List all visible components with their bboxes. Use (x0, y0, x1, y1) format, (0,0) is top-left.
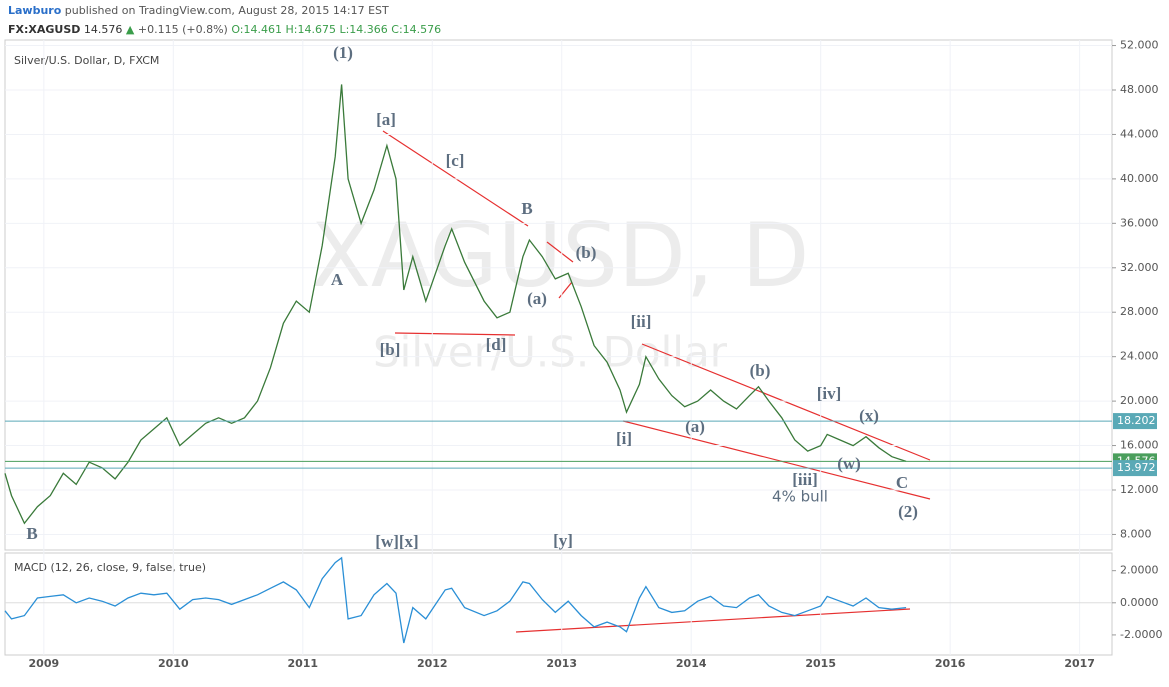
wave-label: B (26, 524, 37, 543)
price-tag (1113, 413, 1157, 430)
watermark: XAGUSD, D (311, 204, 810, 307)
y-tick-label: 48.000 (1120, 83, 1159, 96)
wave-label: [y] (553, 531, 573, 550)
y-tick-label: 24.000 (1120, 350, 1159, 363)
wave-label: [w][x] (375, 532, 418, 551)
wave-label: [ii] (631, 312, 652, 331)
wave-label: (b) (750, 361, 771, 380)
wave-label: [i] (616, 429, 632, 448)
y-tick-label: 36.000 (1120, 216, 1159, 229)
wave-label: (w) (837, 454, 861, 473)
change: +0.115 (+0.8%) (138, 23, 228, 36)
published: published on TradingView.com, August 28,… (65, 4, 389, 17)
low: L:14.366 (339, 23, 387, 36)
wave-label: (a) (527, 289, 547, 308)
wave-label: C (896, 473, 908, 492)
price-tag-label: 18.202 (1117, 414, 1156, 427)
wave-label: [c] (446, 151, 465, 170)
trend-line (622, 420, 931, 500)
y-tick-label: 44.000 (1120, 127, 1159, 140)
price-tag (1113, 460, 1157, 477)
watermark-sub: Silver/U.S. Dollar (373, 328, 728, 377)
price-tag-label: 13.972 (1117, 461, 1156, 474)
wave-label: [iv] (817, 384, 842, 403)
y-tick-label: 2.0000 (1120, 564, 1159, 577)
high: H:14.675 (286, 23, 336, 36)
wave-label: [b] (380, 340, 401, 359)
x-tick-label: 2012 (417, 657, 448, 670)
x-tick-label: 2017 (1064, 657, 1095, 670)
wave-label: A (331, 270, 344, 289)
trend-line (515, 608, 911, 633)
y-tick-label: 32.000 (1120, 261, 1159, 274)
wave-label: B (521, 199, 532, 218)
y-tick-label: 0.0000 (1120, 596, 1159, 609)
open: O:14.461 (231, 23, 282, 36)
wave-label: (2) (898, 502, 918, 521)
y-tick-label: 16.000 (1120, 439, 1159, 452)
wave-label: (x) (859, 406, 879, 425)
trend-lines (382, 130, 931, 633)
x-tick-label: 2010 (158, 657, 189, 670)
wave-label: [a] (376, 110, 396, 129)
author: Lawburo (8, 4, 62, 17)
last: 14.576 (84, 23, 123, 36)
x-tick-label: 2013 (546, 657, 577, 670)
trend-line (641, 343, 931, 461)
symbol: FX:XAGUSD (8, 23, 80, 36)
x-tick-label: 2016 (935, 657, 966, 670)
y-tick-label: 12.000 (1120, 483, 1159, 496)
trend-line (394, 332, 516, 336)
wave-label: (b) (576, 243, 597, 262)
wave-label: (1) (333, 43, 353, 62)
up-arrow: ▲ (126, 23, 135, 36)
pane-title: Silver/U.S. Dollar, D, FXCM (14, 54, 159, 67)
x-tick-label: 2015 (805, 657, 836, 670)
macd-pane (4, 552, 1113, 656)
y-tick-label: 40.000 (1120, 172, 1159, 185)
quote-line: FX:XAGUSD 14.576 ▲ +0.115 (+0.8%) O:14.4… (8, 23, 441, 36)
y-tick-label: 20.000 (1120, 394, 1159, 407)
trend-line (546, 241, 574, 263)
header-line: Lawburo published on TradingView.com, Au… (8, 4, 389, 17)
y-tick-label: -2.0000 (1120, 628, 1162, 641)
price-line (4, 556, 907, 644)
wave-label: 4% bull (772, 488, 828, 506)
price-line (4, 84, 907, 525)
wave-label: [iii] (792, 470, 818, 489)
y-tick-label: 52.000 (1120, 39, 1159, 52)
wave-label: [d] (486, 335, 507, 354)
x-tick-label: 2011 (287, 657, 318, 670)
price-pane (4, 39, 1113, 551)
x-tick-label: 2014 (676, 657, 707, 670)
close: C:14.576 (391, 23, 441, 36)
wave-label: (a) (685, 417, 705, 436)
y-tick-label: 8.000 (1120, 527, 1152, 540)
y-tick-label: 28.000 (1120, 305, 1159, 318)
x-tick-label: 2009 (29, 657, 60, 670)
macd-title: MACD (12, 26, close, 9, false, true) (14, 561, 206, 574)
trend-line (558, 281, 573, 299)
